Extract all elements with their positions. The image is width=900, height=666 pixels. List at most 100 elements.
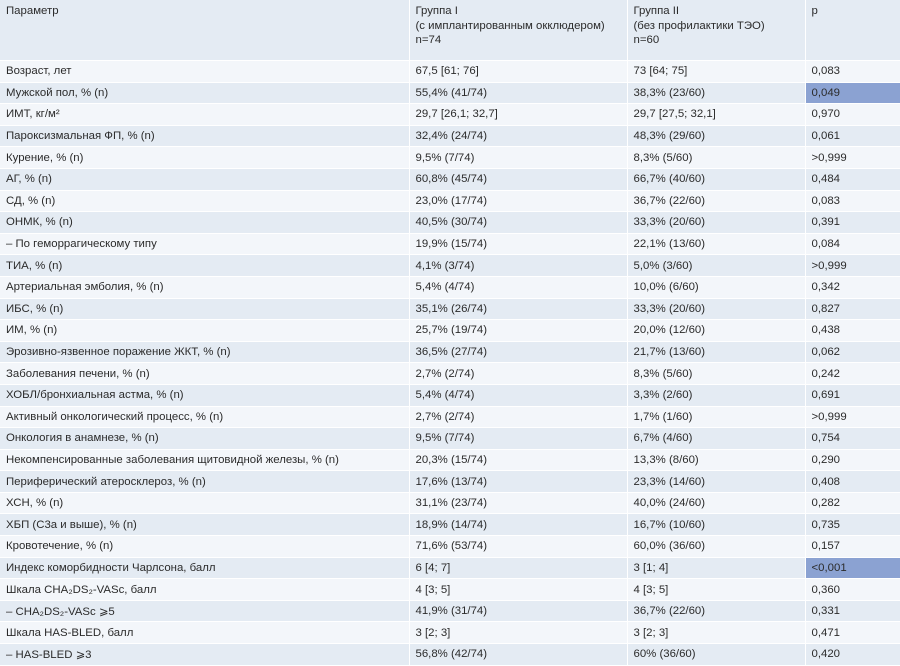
- table-row: ИБС, % (n) 35,1% (26/74) 33,3% (20/60) 0,82…: [0, 298, 900, 321]
- cell-parameter: ХОБЛ/бронхиальная астма, % (n): [0, 384, 409, 407]
- cell-parameter: АГ, % (n): [0, 168, 409, 191]
- cell-p-value: 0,084: [804, 233, 900, 256]
- table-row: Заболевания печени, % (n) 2,7% (2/74) 8,3%…: [0, 362, 900, 385]
- cell-group-1: 9,5% (7/74): [408, 427, 627, 450]
- header-group-1-count: n=74: [415, 34, 442, 46]
- cell-p-value: 0,282: [804, 492, 900, 515]
- cell-parameter: Шкала CHA₂DS₂-VASc, балл: [0, 578, 409, 601]
- cell-parameter: ИБС, % (n): [0, 298, 409, 321]
- cell-group-2: 3,3% (2/60): [626, 384, 805, 407]
- cell-group-1: 29,7 [26,1; 32,7]: [408, 103, 627, 126]
- cell-group-2: 20,0% (12/60): [626, 319, 805, 342]
- cell-group-2: 66,7% (40/60): [626, 168, 805, 191]
- cell-group-1: 17,6% (13/74): [408, 470, 627, 493]
- cell-parameter: ИМТ, кг/м²: [0, 103, 409, 126]
- cell-p-value: >0,999: [804, 254, 900, 277]
- table-row: – HAS-BLED ⩾3 56,8% (42/74) 60% (36/60) 0,4…: [0, 643, 900, 666]
- table-row: Артериальная эмболия, % (n) 5,4% (4/74) 10…: [0, 276, 900, 299]
- cell-p-value: 0,331: [804, 600, 900, 623]
- cell-group-2: 3 [1; 4]: [626, 557, 805, 580]
- cell-group-2: 4 [3; 5]: [626, 578, 805, 601]
- table-row: – CHA₂DS₂-VASc ⩾5 41,9% (31/74) 36,7% (22/…: [0, 600, 900, 623]
- cell-parameter: – По геморрагическому типу: [0, 233, 409, 256]
- cell-group-2: 38,3% (23/60): [626, 82, 805, 105]
- cell-group-1: 4,1% (3/74): [408, 254, 627, 277]
- cell-p-value: 0,083: [804, 190, 900, 213]
- cell-group-1: 6 [4; 7]: [408, 557, 627, 580]
- cell-group-1: 2,7% (2/74): [408, 406, 627, 429]
- cell-p-value: 0,083: [804, 60, 900, 83]
- cell-group-2: 60% (36/60): [626, 643, 805, 666]
- cell-p-value: 0,735: [804, 513, 900, 537]
- cell-parameter: ТИА, % (n): [0, 254, 409, 277]
- cell-parameter: Эрозивно-язвенное поражение ЖКТ, % (n): [0, 341, 409, 364]
- cell-group-2: 8,3% (5/60): [626, 362, 805, 385]
- cell-group-2: 10,0% (6/60): [626, 276, 805, 299]
- cell-parameter: ХБП (С3а и выше), % (n): [0, 513, 409, 537]
- cell-group-1: 18,9% (14/74): [408, 513, 627, 537]
- table-row: Пароксизмальная ФП, % (n) 32,4% (24/74) 48…: [0, 125, 900, 148]
- table-row: Кровотечение, % (n) 71,6% (53/74) 60,0% (3…: [0, 535, 900, 558]
- cell-group-1: 60,8% (45/74): [408, 168, 627, 191]
- cell-parameter: Онкология в анамнезе, % (n): [0, 427, 409, 450]
- cell-group-1: 4 [3; 5]: [408, 578, 627, 601]
- cell-group-2: 60,0% (36/60): [626, 535, 805, 558]
- cell-group-1: 5,4% (4/74): [408, 276, 627, 299]
- cell-p-value: 0,290: [804, 449, 900, 472]
- cell-parameter: Возраст, лет: [0, 60, 409, 83]
- cell-parameter: Периферический атеросклероз, % (n): [0, 470, 409, 493]
- cell-group-2: 21,7% (13/60): [626, 341, 805, 364]
- cell-parameter: ХСН, % (n): [0, 492, 409, 515]
- cell-p-value: 0,049: [804, 82, 900, 105]
- cell-group-1: 23,0% (17/74): [408, 190, 627, 213]
- table-row: ХСН, % (n) 31,1% (23/74) 40,0% (24/60) 0,28…: [0, 492, 900, 515]
- table-body: Возраст, лет 67,5 [61; 76] 73 [64; 75] 0,08…: [0, 60, 900, 666]
- table-row: ХОБЛ/бронхиальная астма, % (n) 5,4% (4/74…: [0, 384, 900, 407]
- header-group-2-description: (без профилактики ТЭО): [633, 19, 765, 32]
- cell-group-2: 13,3% (8/60): [626, 449, 805, 472]
- table-row: Индекс коморбидности Чарлсона, балл 6 [4;…: [0, 557, 900, 580]
- cell-p-value: 0,471: [804, 621, 900, 645]
- table-row: Онкология в анамнезе, % (n) 9,5% (7/74) 6,…: [0, 427, 900, 450]
- header-group-1-description: (с имплантированным окклюдером): [415, 19, 605, 32]
- cell-p-value: <0,001: [804, 557, 900, 580]
- cell-group-2: 33,3% (20/60): [626, 211, 805, 234]
- cell-group-2: 1,7% (1/60): [626, 406, 805, 429]
- table-row: АГ, % (n) 60,8% (45/74) 66,7% (40/60) 0,484: [0, 168, 900, 191]
- header-group-1-title: Группа I: [415, 5, 458, 17]
- header-group-2-count: n=60: [633, 34, 660, 46]
- cell-parameter: Артериальная эмболия, % (n): [0, 276, 409, 299]
- table-row: ОНМК, % (n) 40,5% (30/74) 33,3% (20/60) 0,3…: [0, 211, 900, 234]
- cell-p-value: >0,999: [804, 406, 900, 429]
- cell-p-value: 0,242: [804, 362, 900, 385]
- table-row: ИМТ, кг/м² 29,7 [26,1; 32,7] 29,7 [27,5; 3…: [0, 103, 900, 126]
- cell-group-1: 31,1% (23/74): [408, 492, 627, 515]
- cell-parameter: Пароксизмальная ФП, % (n): [0, 125, 409, 148]
- cell-p-value: 0,062: [804, 341, 900, 364]
- cell-group-1: 40,5% (30/74): [408, 211, 627, 234]
- cell-parameter: Мужской пол, % (n): [0, 82, 409, 105]
- header-parameter: Параметр: [0, 0, 409, 61]
- cell-parameter: Активный онкологический процесс, % (n): [0, 406, 409, 429]
- cell-parameter: Некомпенсированные заболевания щитовидно…: [0, 449, 409, 472]
- header-group-2: Группа II (без профилактики ТЭО) n=60: [626, 0, 805, 61]
- table-row: Периферический атеросклероз, % (n) 17,6% …: [0, 470, 900, 493]
- cell-group-2: 73 [64; 75]: [626, 60, 805, 83]
- table-header-row: Параметр Группа I (с имплантированным ок…: [0, 0, 900, 61]
- table-row: Некомпенсированные заболевания щитовидно…: [0, 449, 900, 472]
- cell-parameter: Заболевания печени, % (n): [0, 362, 409, 385]
- cell-group-2: 6,7% (4/60): [626, 427, 805, 450]
- cell-group-1: 9,5% (7/74): [408, 146, 627, 169]
- cell-parameter: – HAS-BLED ⩾3: [0, 643, 409, 666]
- cell-p-value: 0,420: [804, 643, 900, 666]
- cell-group-2: 22,1% (13/60): [626, 233, 805, 256]
- cell-parameter: Кровотечение, % (n): [0, 535, 409, 558]
- table-row: ИМ, % (n) 25,7% (19/74) 20,0% (12/60) 0,438: [0, 319, 900, 342]
- cell-group-1: 71,6% (53/74): [408, 535, 627, 558]
- table-row: ТИА, % (n) 4,1% (3/74) 5,0% (3/60) >0,999: [0, 254, 900, 277]
- cell-group-1: 5,4% (4/74): [408, 384, 627, 407]
- table-row: Шкала HAS-BLED, балл 3 [2; 3] 3 [2; 3] 0,47…: [0, 621, 900, 645]
- cell-parameter: ИМ, % (n): [0, 319, 409, 342]
- cell-p-value: 0,061: [804, 125, 900, 148]
